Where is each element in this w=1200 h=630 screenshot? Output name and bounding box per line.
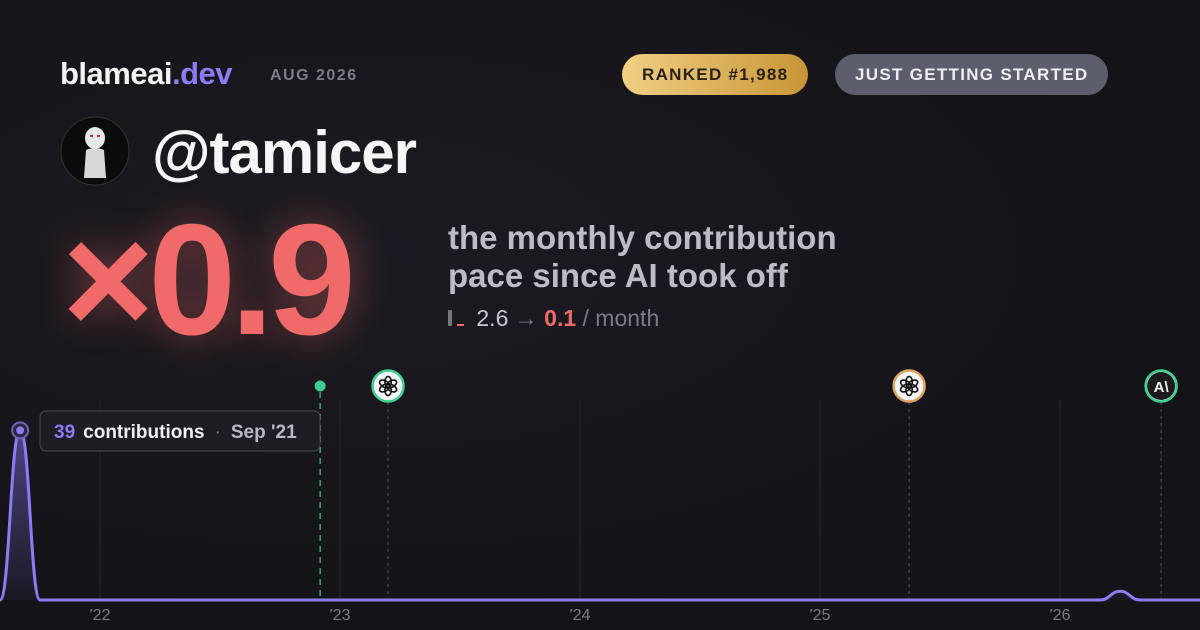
line [0,428,1200,602]
unit: / month [582,305,660,331]
x-tick-label: '23 [330,607,351,624]
tooltip-separator: · [215,422,221,443]
peak-dot [16,426,25,435]
pace-stats: 2.6 → 0.1 / month [448,305,659,332]
date: AUG 2026 [270,67,358,84]
tooltip: 39 contributions · Sep '21 [39,410,321,452]
arrow: → [514,305,538,331]
tooltip-text: 39 contributions · Sep '21 [54,422,297,443]
tooltip-value: 39 [54,422,75,443]
x-tick-label: '22 [90,607,111,624]
event-marker [892,369,926,600]
tooltip-date: Sep '21 [231,422,297,443]
before-value: 2.6 [476,305,509,331]
caption-line: the monthly contribution [448,219,837,256]
brand-name: blameai [60,56,172,91]
logo-petal [899,379,912,389]
multiplier: ×0.9 [62,192,356,368]
brand-tld: .dev [171,56,233,91]
after-value: 0.1 [544,305,577,331]
status-badge: JUST GETTING STARTED [835,54,1109,95]
x-tick-label: '25 [810,607,831,624]
event-badge [371,369,405,403]
rank-badge: RANKED #1,988 [622,54,809,95]
handle: @tamicer [152,119,417,186]
x-tick-label: '24 [570,607,591,624]
event-badge [892,369,926,403]
event-marker: A\ [1144,369,1178,600]
avatar [60,116,130,186]
event-icon-text: A\ [1154,379,1170,396]
tooltip-box [39,410,321,452]
area [0,430,1200,600]
pace-icon [448,310,464,326]
x-tick-label: '26 [1050,607,1071,624]
brand: blameai.dev [60,56,232,92]
event-marker [371,369,405,600]
event-badge-fill [1147,372,1176,400]
event-dot [314,380,326,392]
tooltip-label: contributions [83,422,204,443]
caption-line: pace since AI took off [448,257,788,294]
logo-petal [378,379,391,389]
